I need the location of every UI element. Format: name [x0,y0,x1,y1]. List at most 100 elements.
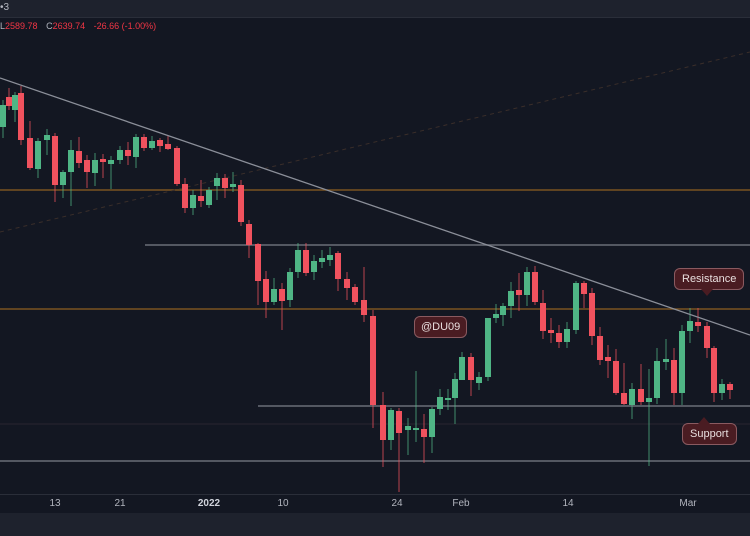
candle [117,146,123,164]
candle [60,170,66,198]
resistance-label: Resistance [682,273,737,285]
candle [638,364,644,405]
candle [581,281,587,308]
candle [493,304,499,323]
watermark-text: @DU09 [421,321,461,333]
support-label: Support [690,428,729,440]
candle [182,178,188,213]
candle [222,174,228,198]
symbol-label: •3 [0,2,10,13]
candle [303,243,309,276]
candle [230,172,236,192]
candle [52,133,58,202]
time-axis-tick: 21 [114,498,126,509]
candle [12,92,18,122]
candle [388,408,394,450]
candle [646,369,652,466]
candle [100,154,106,178]
price-levels [0,51,750,462]
candle [485,318,491,381]
candle [295,243,301,278]
candle [476,372,482,390]
candle [532,266,538,305]
candle [198,180,204,207]
candle [500,303,506,326]
chart-toolbar: •3 [0,0,750,18]
candle [165,136,171,150]
candle [556,325,562,348]
time-axis-tick: Mar [679,498,697,509]
candle [27,121,33,170]
candle [238,180,244,226]
candle [327,247,333,266]
candle [44,129,50,155]
candle [621,363,627,405]
close-label: C [46,21,53,31]
candle [190,190,196,215]
candle [405,418,411,455]
candle [445,389,451,410]
candle [319,250,325,268]
candle [335,251,341,291]
candle [84,155,90,188]
candle [727,382,733,399]
candle [589,288,595,345]
resistance-callout: Resistance [674,268,745,296]
candle [141,134,147,151]
candle [149,136,155,150]
bottom-bar [0,513,750,536]
candle [0,100,6,138]
candle [344,272,350,300]
candle [413,371,419,442]
time-axis-tick: Feb [452,498,470,509]
candle [35,138,41,178]
candle [76,137,82,168]
time-axis-tick: 24 [391,498,403,509]
low-value: 2589.78 [5,21,38,31]
candle [429,407,435,453]
candle [508,282,514,318]
candle [396,408,402,492]
candle [695,308,701,332]
candle [564,322,570,348]
candle [174,146,180,186]
candle [573,281,579,334]
candle [68,140,74,206]
candle [287,268,293,307]
candle [311,255,317,280]
candle [255,243,261,305]
callout-pointer-icon [701,289,713,296]
candle [679,325,685,405]
candlestick-chart[interactable] [0,18,750,494]
candle [125,142,131,165]
resistance-trendline[interactable] [0,77,750,336]
candle [540,290,546,339]
watermark-label: @DU09 [414,316,468,338]
candle [206,187,212,208]
candle [548,318,554,343]
candle [704,322,710,358]
candle [613,349,619,395]
candle [380,392,386,467]
candle [671,348,677,405]
time-axis[interactable]: 13 21 2022 10 24 Feb 14 Mar [0,494,750,514]
candle [271,278,277,305]
dashed-trendline [0,51,750,233]
candle [437,389,443,415]
candle [468,353,474,396]
candle [157,138,163,152]
candle [279,283,285,330]
candle [663,339,669,370]
candle [352,284,358,305]
candle [133,134,139,168]
candle [92,153,98,186]
candle [452,373,458,424]
time-axis-tick: 14 [562,498,574,509]
candle [629,383,635,419]
candle [524,267,530,306]
candle [361,267,367,322]
candle [459,352,465,380]
change-value: -26.66 (-1.00%) [93,21,157,31]
candle [605,345,611,378]
time-axis-tick: 10 [277,498,289,509]
